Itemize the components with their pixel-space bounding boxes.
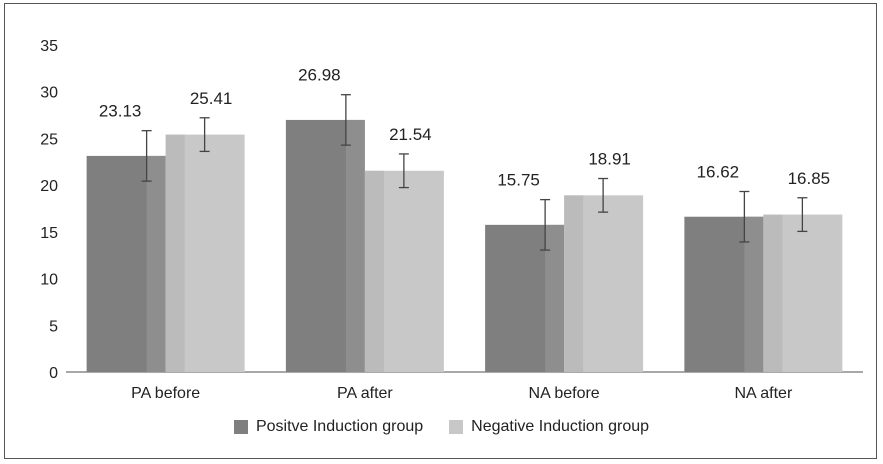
data-label-negative-1: 21.54 bbox=[389, 125, 432, 144]
bar-edge-negative-0 bbox=[165, 134, 185, 372]
legend-label-positive: Positve Induction group bbox=[255, 418, 424, 435]
data-label-negative-0: 25.41 bbox=[190, 89, 233, 108]
x-tick-label-2: NA before bbox=[529, 385, 600, 402]
legend-swatch-negative bbox=[449, 420, 464, 434]
y-tick-label-3: 15 bbox=[40, 225, 58, 242]
data-label-positive-3: 16.62 bbox=[697, 162, 740, 181]
y-tick-label-0: 0 bbox=[49, 365, 58, 382]
x-tick-label-0: PA before bbox=[131, 385, 200, 402]
bar-edge-positive-2 bbox=[545, 224, 565, 372]
y-tick-label-7: 35 bbox=[40, 38, 58, 55]
y-tick-label-4: 20 bbox=[40, 178, 58, 195]
legend-item-positive: Positve Induction group bbox=[233, 418, 424, 436]
bar-edge-positive-0 bbox=[146, 155, 166, 372]
bar-edge-negative-3 bbox=[763, 214, 783, 372]
data-label-negative-2: 18.91 bbox=[588, 150, 631, 169]
x-tick-label-3: NA after bbox=[734, 385, 792, 402]
legend-swatch-positive bbox=[233, 420, 248, 434]
x-tick-label-1: PA after bbox=[337, 385, 393, 402]
y-tick-label-5: 25 bbox=[40, 131, 58, 148]
data-label-positive-1: 26.98 bbox=[298, 66, 341, 85]
bar-edge-positive-1 bbox=[345, 119, 365, 372]
data-label-positive-0: 23.13 bbox=[99, 102, 142, 121]
y-tick-label-2: 10 bbox=[40, 272, 58, 289]
bar-edge-negative-2 bbox=[564, 195, 584, 372]
legend-item-negative: Negative Induction group bbox=[449, 418, 649, 436]
y-tick-label-6: 30 bbox=[40, 85, 58, 102]
y-tick-label-1: 5 bbox=[49, 318, 58, 335]
bar-edge-positive-3 bbox=[744, 216, 764, 372]
data-label-negative-3: 16.85 bbox=[788, 169, 831, 188]
legend-label-negative: Negative Induction group bbox=[471, 418, 650, 435]
bar-edge-negative-1 bbox=[364, 170, 384, 372]
data-label-positive-2: 15.75 bbox=[497, 171, 540, 190]
legend: Positve Induction group Negative Inducti… bbox=[0, 418, 883, 436]
